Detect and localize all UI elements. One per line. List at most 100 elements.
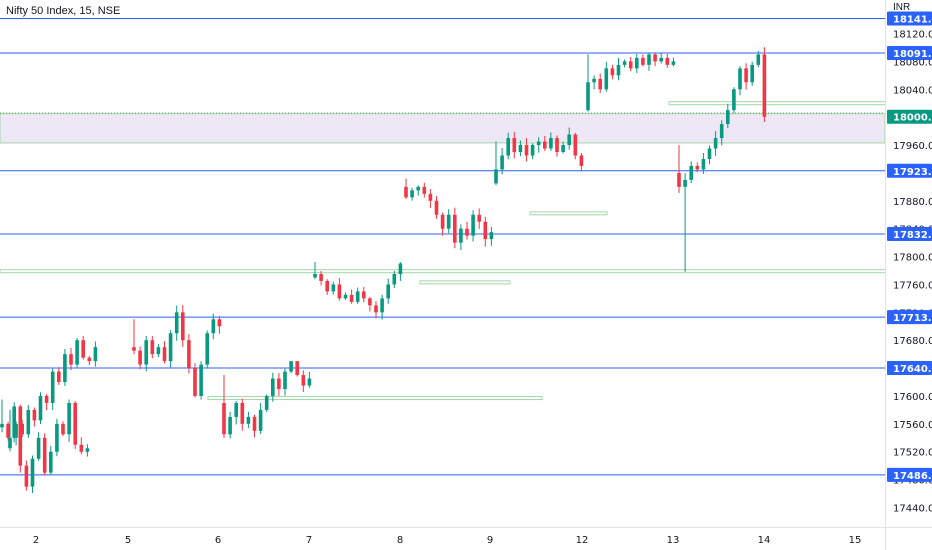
candle[interactable] — [355, 287, 360, 304]
candle[interactable] — [50, 368, 55, 410]
candle[interactable] — [12, 402, 16, 443]
candle[interactable] — [701, 152, 706, 174]
candle[interactable] — [573, 132, 578, 160]
candle[interactable] — [57, 367, 61, 385]
candle[interactable] — [331, 281, 336, 295]
candle[interactable] — [343, 292, 348, 300]
symbol-title[interactable]: Nifty 50 Index, 15, NSE — [4, 4, 123, 18]
candle[interactable] — [750, 61, 754, 86]
candle[interactable] — [75, 337, 79, 368]
candle[interactable] — [319, 270, 323, 286]
candle[interactable] — [647, 52, 651, 71]
candle[interactable] — [567, 127, 571, 150]
candle[interactable] — [489, 226, 494, 246]
candle[interactable] — [18, 404, 23, 473]
candle[interactable] — [380, 294, 384, 320]
candle[interactable] — [85, 444, 90, 457]
candle[interactable] — [162, 341, 167, 364]
candle[interactable] — [55, 418, 59, 457]
candle[interactable] — [659, 52, 663, 64]
candle[interactable] — [67, 399, 71, 442]
candle[interactable] — [349, 289, 354, 304]
candle[interactable] — [138, 346, 142, 370]
candle[interactable] — [604, 61, 609, 92]
candle[interactable] — [483, 216, 488, 247]
candle[interactable] — [8, 409, 12, 452]
candle[interactable] — [26, 405, 31, 438]
candle[interactable] — [635, 53, 639, 73]
candle[interactable] — [240, 398, 245, 431]
candle[interactable] — [168, 330, 173, 368]
candle[interactable] — [726, 103, 730, 129]
candle[interactable] — [73, 400, 77, 449]
candle[interactable] — [598, 73, 602, 94]
candle[interactable] — [530, 143, 535, 160]
candle[interactable] — [410, 187, 414, 201]
candle[interactable] — [459, 224, 463, 251]
support-ray[interactable] — [419, 280, 511, 285]
candle[interactable] — [695, 162, 700, 173]
candle[interactable] — [301, 370, 306, 393]
candle[interactable] — [234, 400, 238, 425]
candle[interactable] — [561, 141, 565, 154]
candle[interactable] — [707, 145, 712, 165]
candle[interactable] — [689, 161, 693, 184]
candle[interactable] — [63, 348, 67, 386]
candle[interactable] — [732, 87, 736, 113]
candle[interactable] — [252, 414, 257, 438]
candle[interactable] — [494, 141, 498, 186]
candle[interactable] — [628, 56, 633, 72]
candle[interactable] — [586, 54, 590, 112]
support-ray[interactable] — [529, 211, 608, 216]
candle[interactable] — [49, 446, 53, 476]
candle[interactable] — [289, 361, 293, 374]
candle[interactable] — [416, 185, 420, 196]
candle[interactable] — [506, 132, 510, 160]
candle[interactable] — [44, 394, 49, 411]
support-ray[interactable] — [207, 396, 543, 401]
candle[interactable] — [181, 305, 185, 347]
candle[interactable] — [87, 355, 92, 366]
candle[interactable] — [174, 305, 179, 341]
candle[interactable] — [36, 432, 41, 461]
price-zone[interactable] — [0, 113, 886, 144]
candle[interactable] — [512, 131, 517, 159]
candle[interactable] — [422, 182, 427, 198]
candle[interactable] — [641, 54, 645, 67]
candle[interactable] — [150, 335, 155, 359]
candle[interactable] — [217, 316, 222, 334]
candle[interactable] — [428, 189, 433, 208]
candle[interactable] — [446, 209, 451, 234]
candle[interactable] — [610, 64, 615, 80]
candle[interactable] — [187, 334, 191, 374]
candle[interactable] — [362, 287, 366, 303]
candle[interactable] — [471, 210, 475, 242]
candle[interactable] — [543, 136, 547, 151]
candle[interactable] — [653, 52, 657, 67]
candle[interactable] — [592, 75, 596, 90]
candle[interactable] — [14, 421, 18, 446]
candle[interactable] — [756, 51, 761, 68]
candle[interactable] — [277, 373, 281, 396]
candle[interactable] — [518, 140, 523, 157]
candle[interactable] — [38, 392, 43, 424]
candle[interactable] — [283, 368, 287, 396]
candle[interactable] — [228, 411, 232, 439]
candle[interactable] — [271, 372, 275, 402]
candle[interactable] — [453, 207, 457, 249]
candle[interactable] — [671, 57, 676, 67]
candle[interactable] — [337, 278, 342, 301]
candle[interactable] — [246, 411, 251, 429]
candle[interactable] — [549, 132, 553, 151]
candle[interactable] — [32, 407, 37, 427]
candle[interactable] — [744, 63, 748, 90]
candle[interactable] — [398, 262, 403, 281]
candle[interactable] — [374, 301, 378, 319]
candle[interactable] — [20, 419, 24, 438]
candle[interactable] — [536, 137, 541, 153]
candle[interactable] — [205, 330, 209, 369]
candle[interactable] — [211, 313, 216, 340]
candle[interactable] — [622, 59, 627, 68]
candle[interactable] — [683, 173, 687, 272]
